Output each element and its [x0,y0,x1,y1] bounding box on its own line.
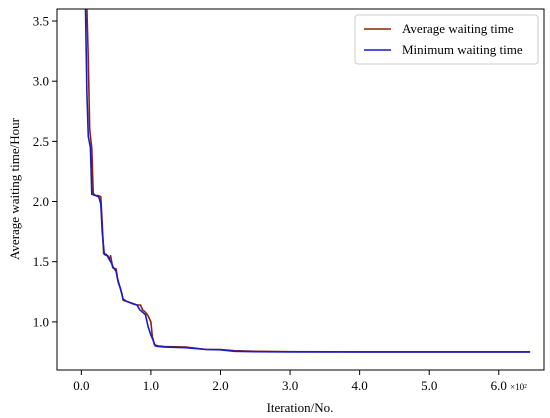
x-axis: 0.0 1.0 2.0 3.0 4.0 5.0 6.0 [73,370,507,393]
x-tick-label: 4.0 [352,378,368,393]
y-axis-label: Average waiting time/Hour [7,117,22,260]
x-axis-multiplier: ×10² [510,382,527,392]
y-tick-label: 2.0 [33,194,49,209]
legend: Average waiting time Minimum waiting tim… [354,14,539,65]
x-tick-label: 1.0 [143,378,159,393]
y-tick-label: 3.5 [33,14,49,29]
x-tick-label: 2.0 [212,378,228,393]
x-tick-label: 3.0 [282,378,298,393]
plot-frame [56,8,545,371]
y-tick-label: 3.0 [33,74,49,89]
legend-box [354,14,539,65]
x-tick-label: 6.0 [491,378,507,393]
y-tick-label: 1.0 [33,314,49,329]
y-tick-label: 1.5 [33,254,49,269]
x-axis-label: Iteration/No. [267,400,334,415]
x-tick-label: 0.0 [73,378,89,393]
y-tick-label: 2.5 [33,134,49,149]
series-line-minimum-waiting-time [84,9,531,353]
x-tick-label: 5.0 [421,378,437,393]
legend-label-average-waiting-time: Average waiting time [402,21,514,36]
y-axis: 1.0 1.5 2.0 2.5 3.0 3.5 [33,14,57,329]
series-layer [84,9,531,353]
legend-label-minimum-waiting-time: Minimum waiting time [402,42,523,57]
